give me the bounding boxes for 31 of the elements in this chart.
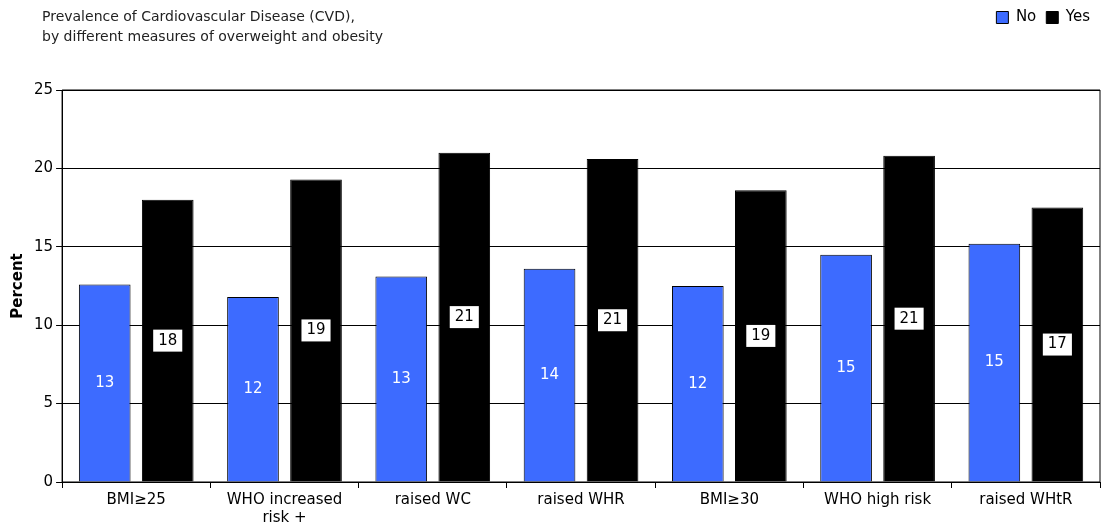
data-label: 18: [158, 330, 178, 349]
data-label: 14: [539, 365, 560, 384]
y-axis-title: Percent: [7, 253, 26, 319]
data-label: 15: [984, 352, 1004, 371]
data-label: 13: [391, 368, 411, 387]
data-label: 19: [751, 325, 771, 344]
y-tick-label: 0: [43, 471, 54, 490]
y-tick-label: 25: [33, 79, 54, 98]
x-tick-label: BMI≥30: [699, 489, 759, 508]
y-tick-label: 5: [43, 393, 54, 412]
data-label: 21: [454, 307, 474, 325]
y-tick-label: 10: [33, 315, 54, 334]
y-tick-label: 20: [33, 158, 54, 177]
x-tick-label: raised WHR: [537, 489, 625, 508]
legend-label: Yes: [1064, 7, 1091, 26]
data-label: 12: [688, 373, 708, 392]
data-label: 13: [95, 372, 115, 391]
data-label: 15: [836, 357, 856, 376]
data-label: 21: [603, 310, 623, 329]
x-tick-label: raised WHtR: [979, 489, 1073, 508]
x-tick-label: raised WC: [394, 489, 471, 508]
x-tick-label: WHO high risk: [824, 489, 932, 508]
x-tick-label: WHO increased risk +: [226, 489, 343, 526]
legend-label: No: [1015, 7, 1037, 26]
data-label: 19: [306, 320, 326, 339]
data-label: 12: [243, 379, 263, 398]
x-tick-label: BMI≥25: [106, 489, 166, 508]
y-tick-label: 15: [33, 236, 54, 255]
data-label: 21: [899, 308, 919, 327]
data-label: 17: [1047, 334, 1067, 353]
chart-title: Prevalence of Cardiovascular Disease (CVD), by different measures of overweight and obesity: [42, 7, 383, 46]
